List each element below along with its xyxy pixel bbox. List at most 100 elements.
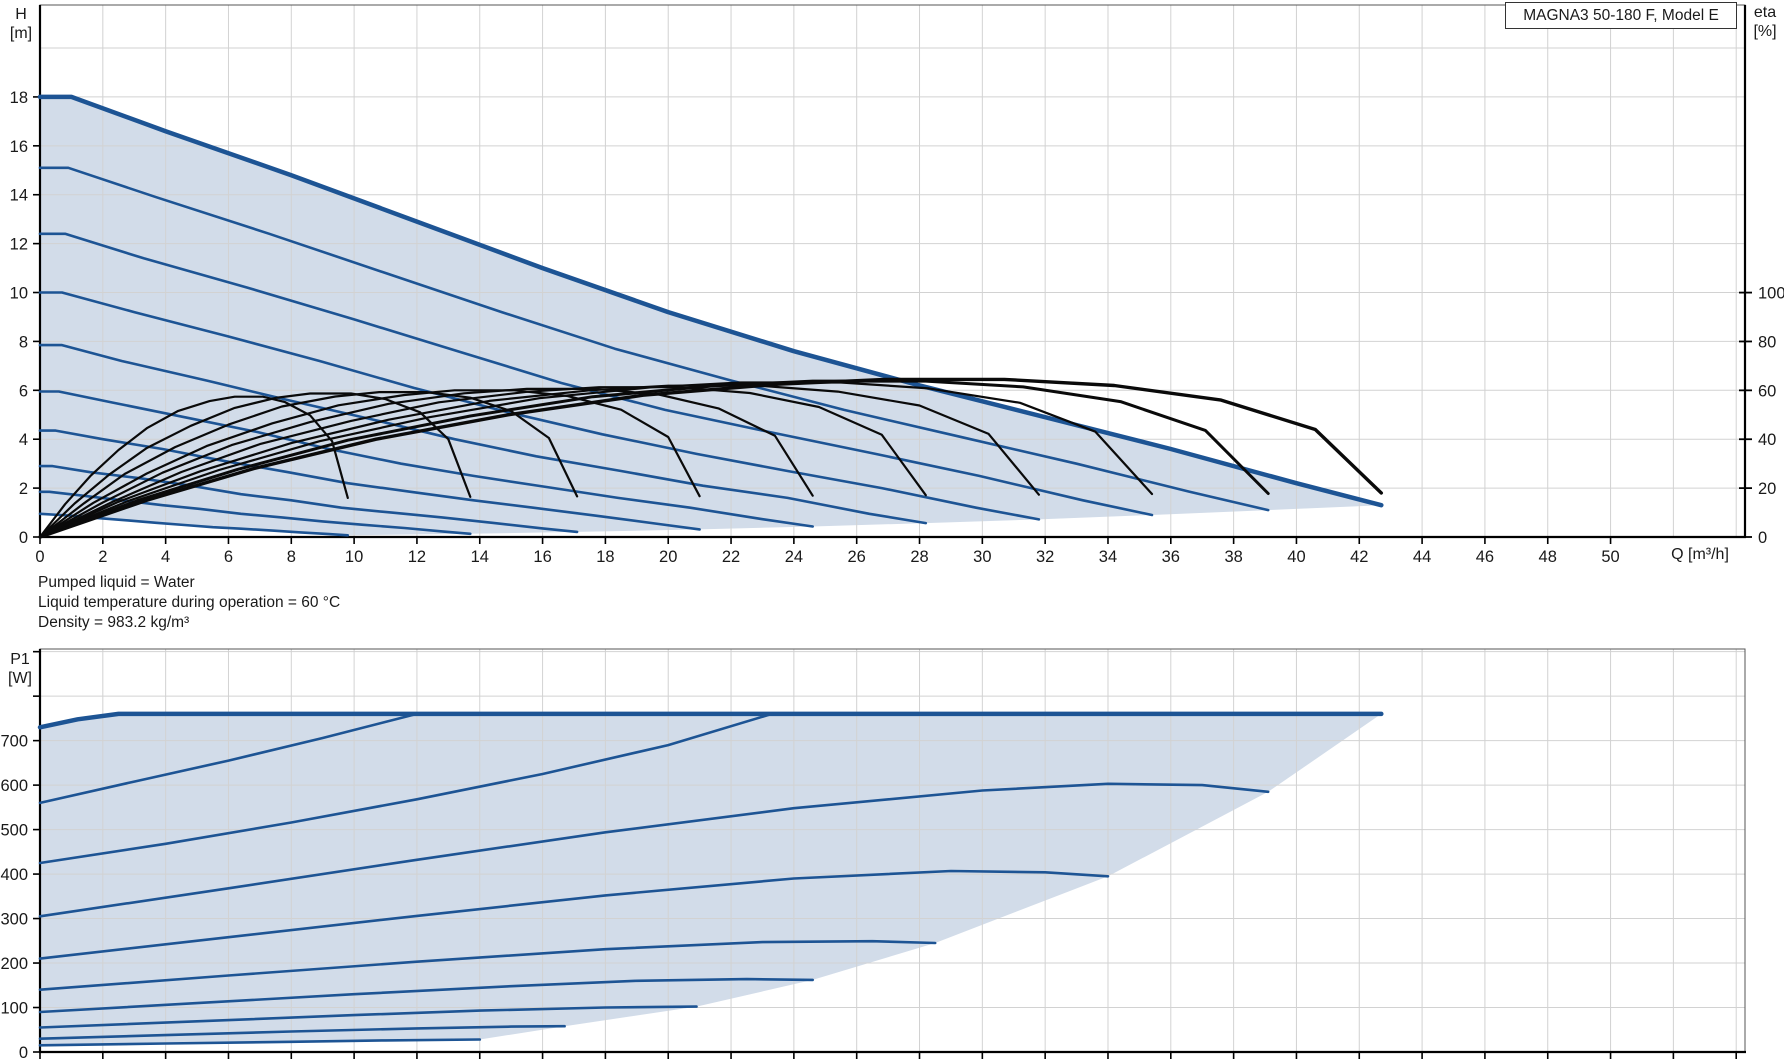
svg-text:44: 44	[1413, 548, 1431, 566]
svg-text:400: 400	[0, 866, 28, 884]
power-curve-8	[38, 1005, 698, 1029]
power-chart-curves	[37, 711, 1384, 1047]
info-liquid-temperature: Liquid temperature during operation = 60…	[38, 594, 341, 611]
power-chart-fill-region	[40, 713, 1382, 1046]
svg-text:80: 80	[1758, 333, 1776, 351]
power-curve-2	[38, 712, 419, 805]
p1-axis-label-symbol: P1	[10, 651, 30, 668]
svg-text:38: 38	[1224, 548, 1242, 566]
svg-text:14: 14	[10, 187, 28, 205]
svg-text:100: 100	[0, 1000, 28, 1018]
svg-text:8: 8	[19, 333, 28, 351]
svg-text:34: 34	[1099, 548, 1117, 566]
eff-curve-min	[38, 395, 349, 539]
svg-text:30: 30	[973, 548, 991, 566]
eta-axis-label-unit: [%]	[1753, 23, 1777, 40]
speed-curve-max	[37, 94, 1384, 508]
svg-text:22: 22	[722, 548, 740, 566]
svg-text:20: 20	[1758, 480, 1776, 498]
svg-text:2: 2	[98, 548, 107, 566]
power-curve-max	[37, 711, 1384, 730]
eff-curve-7	[38, 389, 701, 539]
svg-text:24: 24	[785, 548, 803, 566]
svg-text:600: 600	[0, 777, 28, 795]
svg-text:28: 28	[910, 548, 928, 566]
info-pumped-liquid: Pumped liquid = Water	[38, 574, 195, 591]
power-curve-3	[38, 712, 774, 865]
svg-text:32: 32	[1036, 548, 1054, 566]
eff-curve-9	[38, 392, 472, 539]
p1-axis-label: P1 [W]	[2, 650, 38, 688]
head-chart-gridlines	[40, 5, 1745, 537]
q-axis-unit-label: Q [m³/h]	[1671, 546, 1729, 563]
svg-text:10: 10	[10, 285, 28, 303]
power-curve-6	[38, 939, 937, 991]
power-chart-tick-labels: 0 100 200 300 400 500 600 700	[0, 650, 1738, 1061]
svg-text:0: 0	[19, 529, 28, 547]
speed-curve-6	[38, 390, 814, 528]
svg-text:16: 16	[533, 548, 551, 566]
speed-curve-2	[38, 166, 1270, 512]
p1-axis-label-unit: [W]	[8, 670, 32, 687]
svg-text:60: 60	[1758, 382, 1776, 400]
svg-text:42: 42	[1350, 548, 1368, 566]
power-curve-7	[38, 977, 814, 1014]
svg-text:10: 10	[345, 548, 363, 566]
power-chart-axes	[38, 648, 1746, 1054]
svg-text:0: 0	[1758, 529, 1767, 547]
svg-text:18: 18	[10, 89, 28, 107]
svg-text:2: 2	[19, 480, 28, 498]
svg-text:48: 48	[1539, 548, 1557, 566]
head-chart-axes	[38, 4, 1747, 539]
eta-axis-label-symbol: eta	[1753, 4, 1777, 21]
svg-text:8: 8	[287, 548, 296, 566]
speed-curve-7	[38, 429, 701, 531]
power-curve-9	[38, 1024, 566, 1040]
h-axis-label-symbol: H	[15, 6, 27, 23]
power-curve-min	[38, 1038, 482, 1047]
power-curve-4	[38, 782, 1270, 918]
svg-text:16: 16	[10, 138, 28, 156]
h-axis-label: H [m]	[4, 5, 38, 43]
svg-text:4: 4	[19, 431, 28, 449]
svg-text:40: 40	[1758, 431, 1776, 449]
head-chart-tick-labels: 0 2 4 6 8 10 12 14 16 18 20 22 24 26 28 30 32 34 36 38 40 42 4…	[10, 89, 1784, 566]
info-density: Density = 983.2 kg/m³	[38, 614, 190, 631]
svg-text:200: 200	[0, 955, 28, 973]
svg-text:40: 40	[1287, 548, 1305, 566]
svg-text:0: 0	[19, 1044, 28, 1061]
eff-curve-4	[38, 384, 1040, 539]
eta-axis-label: eta [%]	[1746, 3, 1784, 41]
svg-text:4: 4	[161, 548, 170, 566]
speed-curve-3	[38, 232, 1154, 517]
svg-text:700: 700	[0, 733, 28, 751]
power-curve-5	[38, 869, 1110, 960]
svg-text:6: 6	[224, 548, 233, 566]
pump-model-title-box: MAGNA3 50-180 F, Model E	[1505, 2, 1737, 29]
svg-text:500: 500	[0, 822, 28, 840]
head-chart-curves	[37, 94, 1384, 539]
svg-text:6: 6	[19, 382, 28, 400]
eff-curve-6	[38, 387, 814, 539]
svg-text:300: 300	[0, 911, 28, 929]
liquid-info-block: Pumped liquid = Water Liquid temperature…	[38, 573, 340, 633]
svg-text:12: 12	[10, 236, 28, 254]
h-axis-label-unit: [m]	[9, 25, 33, 42]
speed-curve-9	[38, 490, 472, 536]
svg-text:26: 26	[848, 548, 866, 566]
svg-text:12: 12	[408, 548, 426, 566]
svg-text:20: 20	[659, 548, 677, 566]
svg-text:46: 46	[1476, 548, 1494, 566]
svg-text:0: 0	[35, 548, 44, 566]
svg-text:36: 36	[1162, 548, 1180, 566]
speed-curve-5	[38, 343, 928, 525]
svg-text:50: 50	[1601, 548, 1619, 566]
svg-text:18: 18	[596, 548, 614, 566]
speed-curve-4	[38, 291, 1041, 521]
speed-curve-8	[38, 464, 579, 534]
svg-text:100: 100	[1758, 285, 1784, 303]
eff-curve-8	[38, 391, 579, 539]
svg-text:14: 14	[471, 548, 489, 566]
